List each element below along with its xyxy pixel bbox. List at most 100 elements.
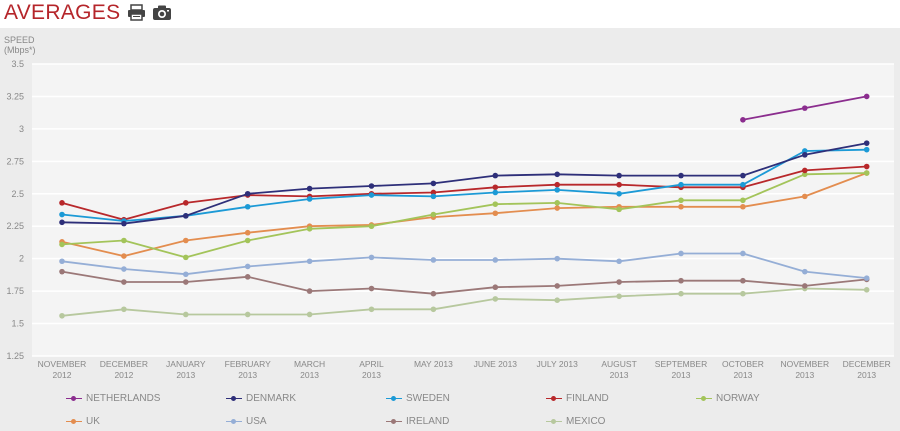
y-tick-label: 2.75 — [6, 156, 24, 166]
series-line-denmark — [61, 142, 867, 225]
legend-marker — [546, 395, 562, 403]
data-point-usa — [244, 263, 251, 270]
data-point-sweden — [368, 192, 375, 198]
data-point-finland — [863, 163, 870, 170]
x-tick-label-year: 2012 — [114, 370, 133, 380]
data-point-sweden — [554, 187, 560, 193]
legend-label: NORWAY — [716, 393, 760, 404]
data-point-uk — [740, 203, 746, 210]
x-tick-label-year: 2013 — [300, 370, 319, 380]
data-point-uk — [492, 210, 499, 217]
data-point-norway — [678, 197, 684, 204]
legend-label: IRELAND — [406, 416, 450, 427]
series-line-norway — [61, 172, 867, 259]
data-point-ireland — [244, 274, 251, 280]
data-point-usa — [368, 254, 375, 261]
chart-panel: SPEED (Mbps*) 3.5 3.25 3 2.75 2.5 2.25 2 1.75 1.… — [0, 28, 900, 431]
x-tick-label: DECEMBER — [100, 359, 148, 369]
series-denmark — [59, 140, 870, 227]
legend-item-mexico[interactable]: MEXICO — [546, 416, 605, 427]
x-tick-label: DECEMBER — [843, 359, 891, 369]
legend-marker — [386, 395, 402, 403]
data-point-sweden — [244, 203, 251, 210]
data-point-mexico — [121, 306, 127, 313]
data-point-norway — [616, 206, 622, 213]
data-point-ireland — [554, 283, 560, 289]
legend-label: NETHERLANDS — [86, 393, 161, 404]
series-line-usa — [61, 252, 867, 279]
data-point-uk — [554, 205, 560, 211]
data-point-denmark — [802, 152, 808, 158]
data-point-sweden — [678, 181, 684, 188]
legend-marker — [696, 395, 712, 403]
data-point-denmark — [244, 190, 251, 197]
data-point-mexico — [244, 311, 251, 318]
data-point-mexico — [183, 311, 189, 318]
y-tick-label: 3.25 — [6, 91, 24, 101]
y-tick-label: 3.5 — [11, 59, 24, 69]
y-tick-label: 2 — [19, 254, 24, 264]
data-point-ireland — [430, 290, 437, 297]
print-icon[interactable] — [127, 4, 146, 26]
series-usa — [59, 250, 870, 281]
x-tick-label: MAY 2013 — [414, 359, 453, 369]
data-point-denmark — [554, 171, 560, 178]
data-point-norway — [430, 211, 437, 218]
y-tick-label: 2.25 — [6, 221, 24, 231]
legend-label: MEXICO — [566, 416, 606, 427]
data-point-norway — [554, 200, 560, 206]
data-point-sweden — [306, 196, 313, 202]
x-tick-label: AUGUST — [601, 359, 636, 369]
data-point-mexico — [306, 311, 313, 318]
legend-item-ireland[interactable]: IRELAND — [386, 416, 449, 427]
data-point-usa — [554, 255, 560, 262]
data-point-uk — [244, 229, 251, 236]
data-point-finland — [183, 200, 189, 206]
legend-marker — [546, 418, 562, 426]
data-point-mexico — [368, 306, 375, 313]
data-point-denmark — [492, 172, 499, 179]
y-tick-label: 1.75 — [6, 286, 24, 296]
x-tick-label: JULY 2013 — [537, 359, 579, 369]
data-point-finland — [59, 200, 65, 206]
legend-label: DENMARK — [246, 393, 297, 404]
legend-item-norway[interactable]: NORWAY — [696, 393, 760, 404]
y-axis-title-line2: (Mbps*) — [4, 45, 36, 55]
legend-label: UK — [86, 416, 100, 427]
legend-item-usa[interactable]: USA — [226, 416, 267, 427]
legend-marker — [66, 418, 82, 426]
series-line-mexico — [61, 287, 867, 317]
data-point-sweden — [740, 181, 746, 188]
camera-icon[interactable] — [152, 4, 172, 26]
data-point-norway — [740, 197, 746, 204]
data-point-norway — [183, 254, 189, 261]
data-point-ireland — [678, 277, 684, 284]
data-point-denmark — [183, 213, 189, 219]
y-tick-label: 1.5 — [11, 319, 24, 329]
data-point-ireland — [306, 288, 313, 294]
legend-item-finland[interactable]: FINLAND — [546, 393, 609, 404]
data-point-netherlands — [740, 117, 746, 123]
data-point-denmark — [121, 220, 127, 227]
legend-label: USA — [246, 416, 267, 427]
series-line-ireland — [61, 270, 867, 295]
legend-item-denmark[interactable]: DENMARK — [226, 393, 296, 404]
data-point-usa — [183, 271, 189, 278]
data-point-finland — [616, 181, 622, 188]
x-tick-label: SEPTEMBER — [655, 359, 707, 369]
x-tick-label-year: 2013 — [795, 370, 814, 380]
x-tick-label-year: 2013 — [610, 370, 629, 380]
data-point-sweden — [863, 146, 870, 153]
x-tick-label: JUNE 2013 — [474, 359, 518, 369]
data-point-finland — [430, 189, 437, 196]
data-point-ireland — [183, 279, 189, 285]
x-tick-label-year: 2013 — [176, 370, 195, 380]
legend-item-netherlands[interactable]: NETHERLANDS — [66, 393, 160, 404]
y-tick-label: 2.5 — [11, 189, 24, 199]
data-point-ireland — [802, 283, 808, 289]
x-tick-label-year: 2013 — [733, 370, 752, 380]
legend-item-uk[interactable]: UK — [66, 416, 100, 427]
chart-header: AVERAGES — [0, 0, 900, 28]
legend-item-sweden[interactable]: SWEDEN — [386, 393, 450, 404]
data-point-ireland — [368, 285, 375, 292]
